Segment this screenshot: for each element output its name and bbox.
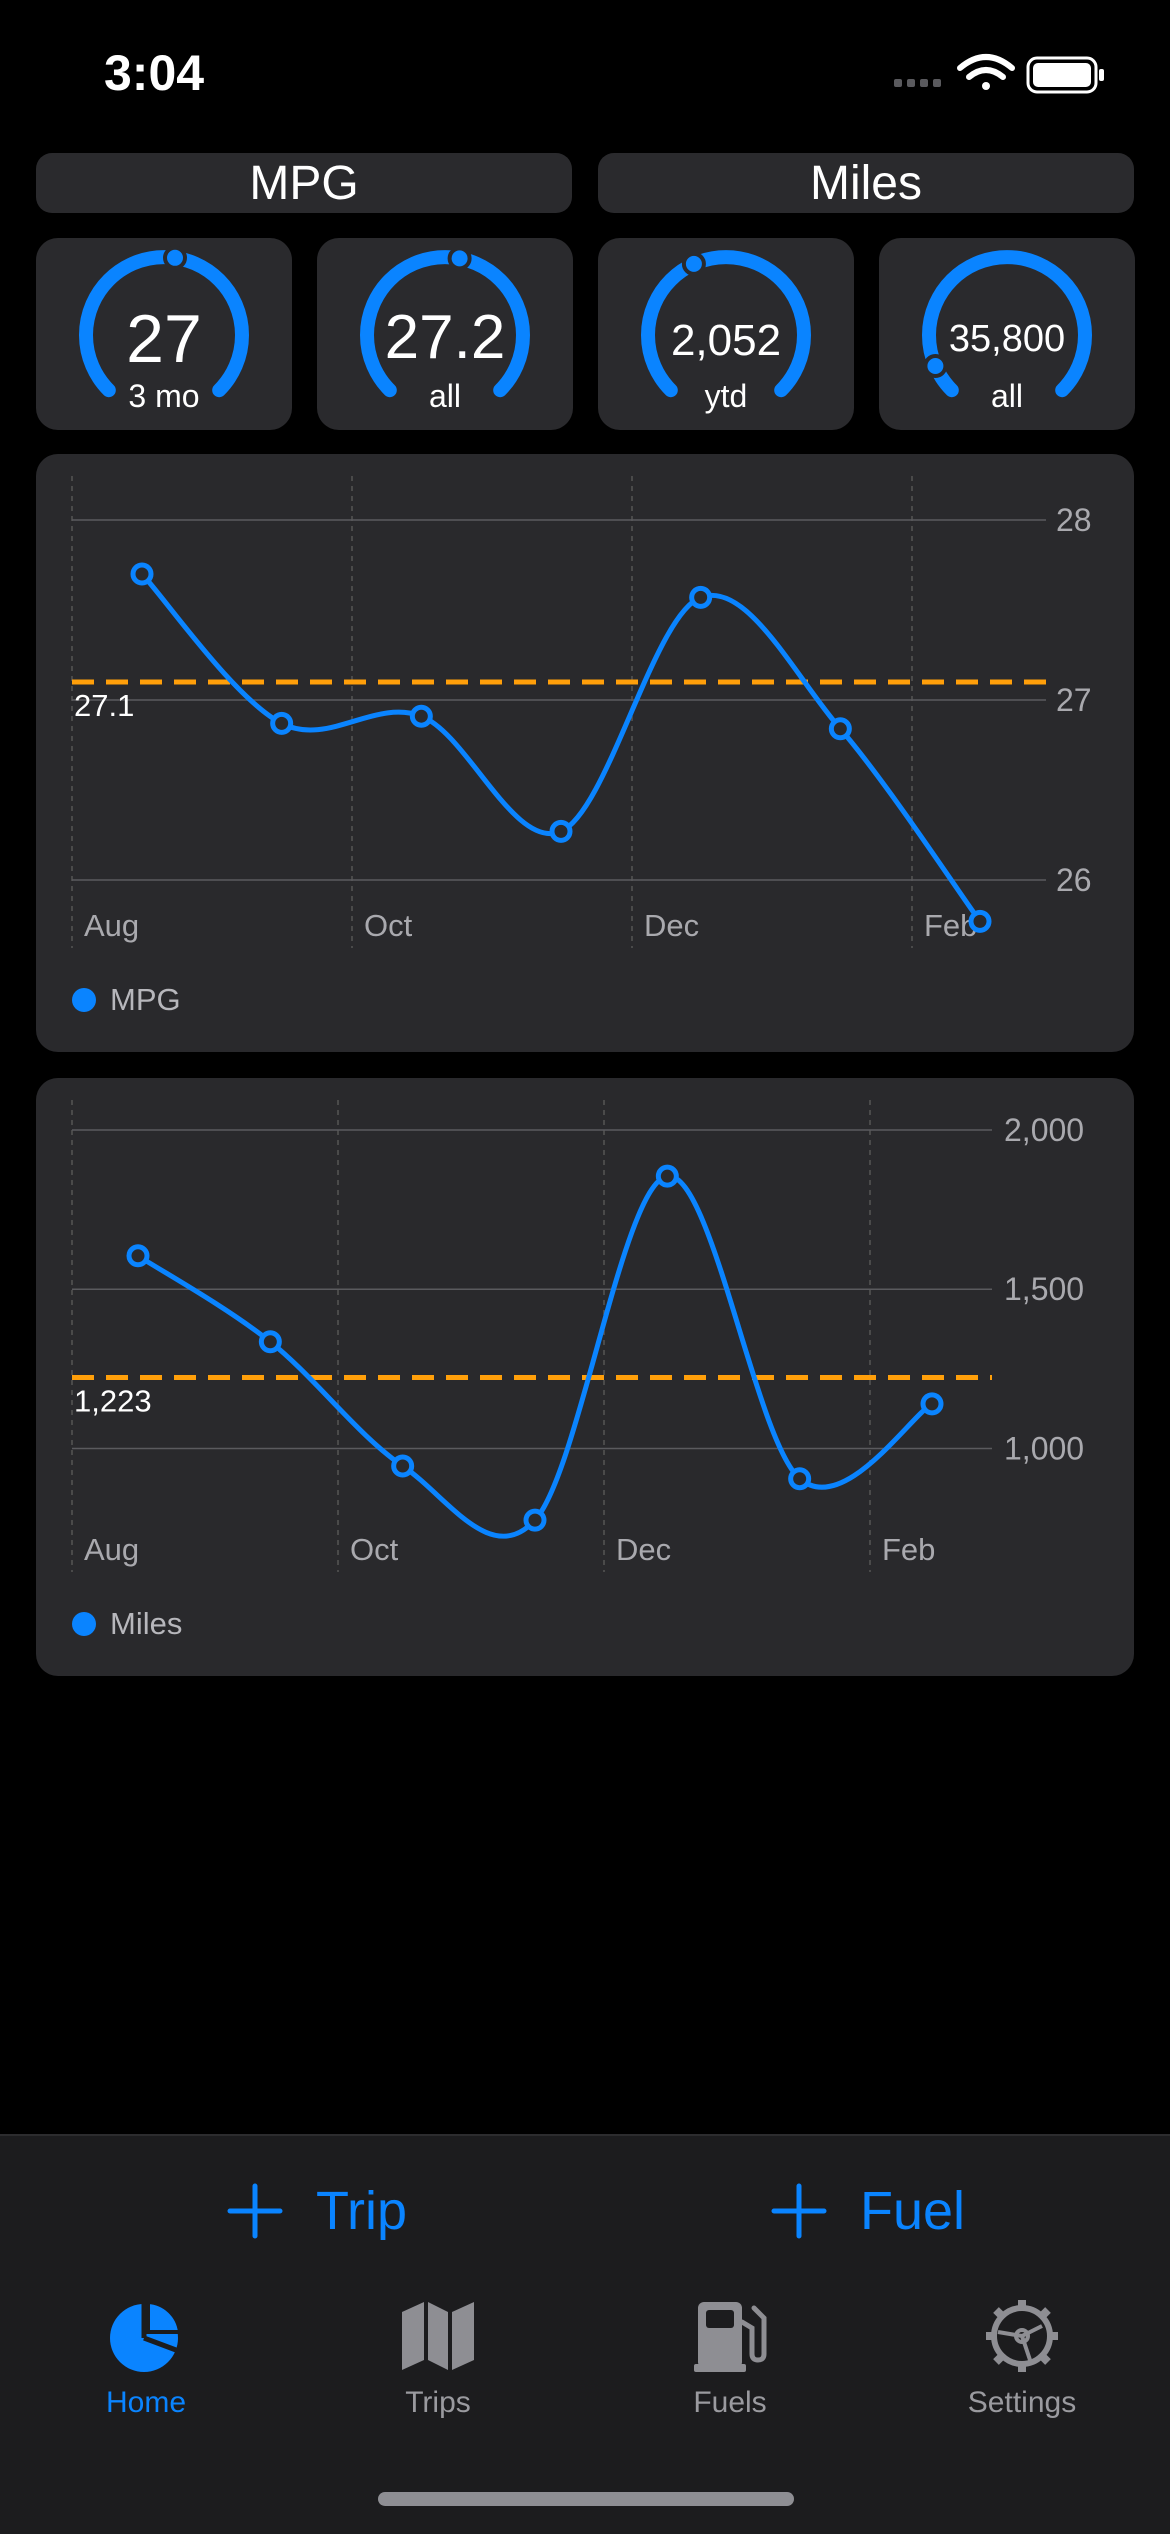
mpg-chart-card[interactable]: Aug Oct Dec Feb 28 27 26 27.1 MPG	[36, 454, 1134, 1052]
x-tick-label: Aug	[84, 908, 139, 943]
fuel-pump-icon	[694, 2302, 767, 2372]
y-tick-label: 1,000	[1004, 1430, 1084, 1466]
y-tick-label: 27	[1056, 682, 1092, 718]
miles-header-button[interactable]: Miles	[598, 153, 1134, 213]
gauge-value: 27.2	[384, 303, 506, 372]
mpg-legend: MPG	[72, 982, 181, 1018]
data-point	[920, 1392, 944, 1416]
home-indicator	[378, 2492, 794, 2506]
gauge-value: 27	[126, 301, 202, 377]
y-tick-label: 1,500	[1004, 1271, 1084, 1307]
data-point	[409, 704, 433, 728]
tab-label: Home	[105, 2386, 187, 2419]
x-tick-label: Dec	[616, 1532, 671, 1567]
battery-icon	[1026, 56, 1104, 94]
x-tick-label: Oct	[364, 908, 413, 943]
gauge-label: 3 mo	[128, 378, 200, 414]
legend-label: Miles	[110, 1606, 183, 1641]
status-icons	[894, 54, 1104, 94]
legend-swatch	[72, 988, 96, 1012]
gauge-value: 2,052	[670, 316, 782, 365]
tab-settings[interactable]: Settings	[922, 2298, 1122, 2420]
data-point	[523, 1508, 547, 1532]
tab-label: Trips	[405, 2386, 471, 2419]
y-tick-label: 26	[1056, 862, 1092, 898]
gauge-mpg-3mo[interactable]: 27 3 mo	[36, 238, 292, 430]
x-tick-label: Feb	[882, 1532, 935, 1567]
gear-icon	[986, 2300, 1058, 2372]
data-point	[549, 819, 573, 843]
y-tick-label: 28	[1056, 502, 1092, 538]
data-point	[270, 711, 294, 735]
miles-chart: Aug Oct Dec Feb 2,000 1,500 1,000 1,223	[71, 1100, 1084, 1572]
data-point	[130, 562, 154, 586]
x-tick-label: Oct	[350, 1532, 399, 1567]
gauge-value: 35,800	[948, 318, 1066, 360]
tab-label: Fuels	[693, 2386, 767, 2419]
data-point	[655, 1164, 679, 1188]
average-label: 27.1	[74, 688, 134, 723]
x-tick-label: Feb	[924, 908, 977, 943]
pie-chart-icon	[110, 2299, 183, 2372]
add-fuel-label: Fuel	[860, 2181, 966, 2241]
plus-icon	[227, 2183, 283, 2239]
legend-label: MPG	[110, 982, 181, 1017]
tab-label: Settings	[967, 2386, 1077, 2419]
tab-home[interactable]: Home	[46, 2298, 246, 2420]
x-tick-label: Aug	[84, 1532, 139, 1567]
gauge-label: ytd	[704, 378, 748, 414]
map-icon	[402, 2302, 474, 2370]
miles-chart-card[interactable]: Aug Oct Dec Feb 2,000 1,500 1,000 1,223 Miles	[36, 1078, 1134, 1676]
mpg-header-button[interactable]: MPG	[36, 153, 572, 213]
gauge-ring-icon	[922, 250, 1092, 398]
miles-legend: Miles	[72, 1606, 182, 1642]
cellular-icon	[894, 79, 941, 87]
add-trip-button[interactable]: Trip	[226, 2180, 407, 2242]
data-point	[968, 909, 992, 933]
plus-icon	[771, 2183, 827, 2239]
legend-swatch	[72, 1612, 96, 1636]
add-fuel-button[interactable]: Fuel	[770, 2180, 965, 2242]
wifi-icon	[957, 54, 1015, 90]
x-tick-label: Dec	[644, 908, 699, 943]
series-line	[139, 571, 983, 924]
average-label: 1,223	[74, 1383, 152, 1418]
y-tick-label: 2,000	[1004, 1112, 1084, 1148]
mpg-chart: Aug Oct Dec Feb 28 27 26 27.1	[71, 476, 1092, 948]
gauge-miles-all[interactable]: 35,800 all	[879, 238, 1135, 430]
gauge-ring-icon	[360, 246, 530, 398]
series-line	[135, 1173, 935, 1539]
gauge-label: all	[990, 378, 1023, 414]
gauge-miles-ytd[interactable]: 2,052 ytd	[598, 238, 854, 430]
data-point	[258, 1330, 282, 1354]
data-point	[391, 1454, 415, 1478]
gauge-ring-icon	[641, 250, 811, 398]
tab-trips[interactable]: Trips	[338, 2298, 538, 2420]
status-time: 3:04	[104, 45, 205, 101]
bottom-bar	[0, 2134, 1170, 2534]
data-point	[828, 717, 852, 741]
gauge-label: all	[428, 378, 461, 414]
data-point	[788, 1467, 812, 1491]
gauge-ring-icon	[79, 245, 249, 398]
data-point	[689, 585, 713, 609]
add-trip-label: Trip	[316, 2181, 407, 2241]
gauge-mpg-all[interactable]: 27.2 all	[317, 238, 573, 430]
tab-fuels[interactable]: Fuels	[630, 2298, 830, 2420]
data-point	[126, 1244, 150, 1268]
